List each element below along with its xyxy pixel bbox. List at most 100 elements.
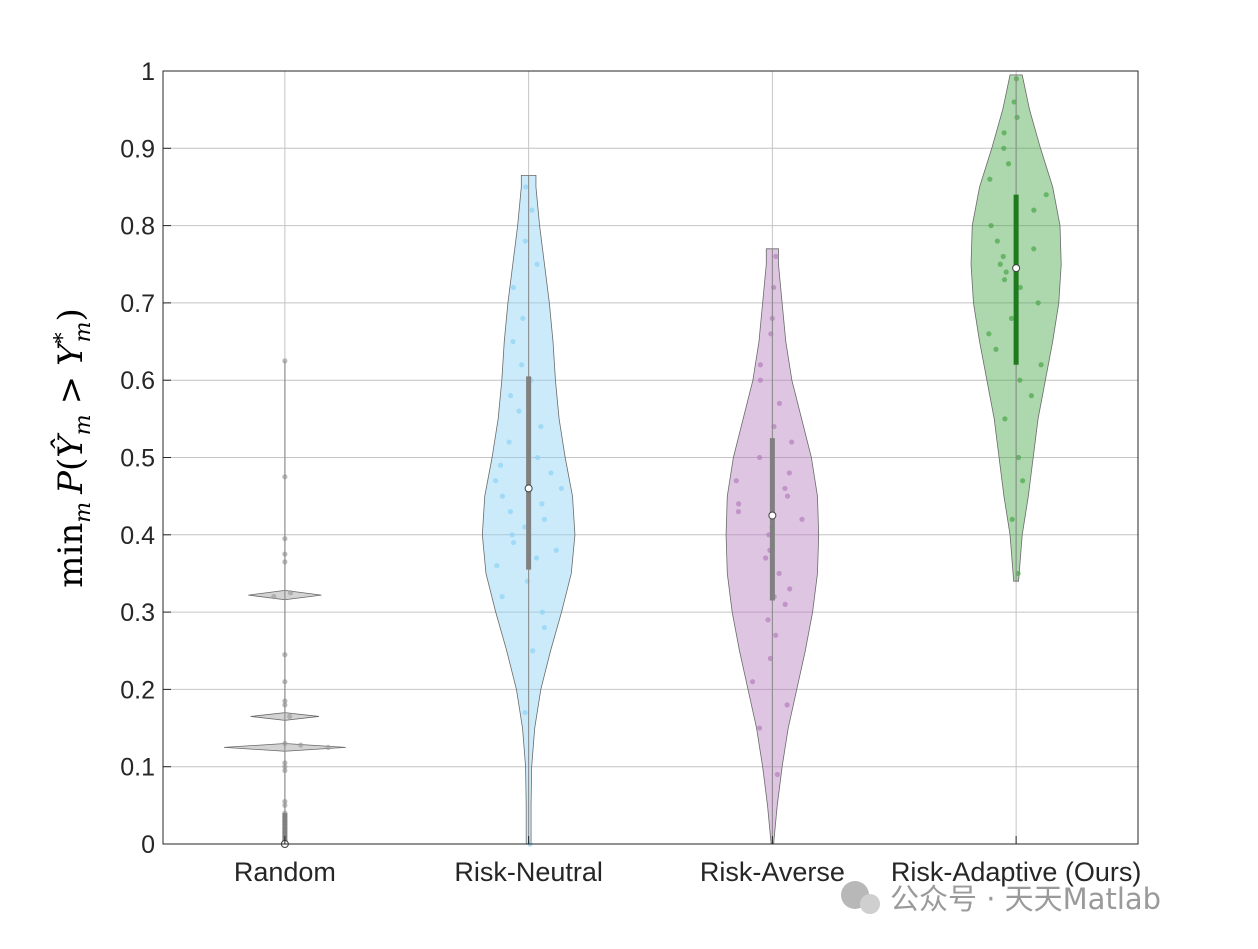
data-point — [510, 338, 516, 345]
data-point — [776, 570, 782, 577]
data-point — [1000, 253, 1006, 260]
data-point — [1043, 192, 1049, 198]
x-tick-labels: Random Risk-Neutral Risk-Averse Risk-Adapti… — [234, 836, 1142, 887]
data-point — [520, 315, 526, 321]
data-point — [535, 454, 541, 461]
x-tick-label: Risk-Adaptive (Ours) — [891, 857, 1142, 887]
violin-group — [970, 74, 1062, 582]
data-point — [1003, 269, 1009, 275]
data-point — [1001, 130, 1007, 136]
data-point — [799, 516, 805, 522]
data-point — [524, 578, 530, 584]
data-point — [553, 547, 559, 553]
data-point — [548, 470, 554, 476]
data-point — [530, 648, 536, 654]
violins — [223, 74, 1062, 848]
data-point — [776, 400, 783, 406]
data-point — [558, 485, 564, 492]
data-point — [756, 454, 763, 461]
y-tick-label: 0.7 — [120, 290, 155, 318]
data-point — [1017, 284, 1023, 291]
data-point — [1020, 478, 1026, 484]
data-point — [271, 594, 277, 600]
data-point — [1014, 114, 1020, 120]
y-tick-label: 1 — [141, 58, 155, 86]
data-point — [773, 632, 779, 638]
data-point — [1031, 207, 1037, 213]
data-point — [522, 238, 528, 244]
data-point — [494, 563, 500, 569]
data-point — [757, 377, 764, 383]
data-point — [1017, 377, 1023, 383]
data-point — [757, 362, 763, 368]
data-point — [782, 601, 788, 607]
data-point — [499, 594, 505, 600]
data-point — [539, 501, 545, 507]
data-point — [519, 362, 525, 368]
data-point — [538, 423, 544, 430]
median-marker — [524, 484, 533, 493]
y-tick-labels: 0 0.1 0.2 0.3 0.4 0.5 0.6 0.7 0.8 0.9 1 — [120, 58, 171, 859]
data-point — [787, 586, 793, 592]
data-point — [1035, 300, 1041, 306]
y-tick-label: 0.6 — [120, 367, 155, 395]
data-point — [771, 284, 777, 291]
data-point — [1008, 315, 1015, 321]
data-point — [1011, 99, 1017, 105]
y-tick-label: 0.3 — [120, 599, 155, 627]
y-axis-label: minmP(Ŷm>Y*m) — [50, 308, 96, 587]
data-point — [789, 439, 795, 445]
data-point — [774, 771, 780, 778]
violin-group — [481, 174, 576, 847]
data-point — [509, 532, 515, 538]
y-axis-label-close: ) — [51, 308, 91, 321]
data-point — [773, 253, 779, 260]
data-point — [986, 331, 992, 337]
data-point — [1015, 570, 1021, 577]
data-point — [733, 478, 739, 484]
data-point — [756, 725, 763, 731]
y-tick-label: 0 — [141, 831, 155, 859]
data-point — [988, 223, 994, 229]
data-point — [767, 655, 774, 662]
wechat-icon-bubble — [860, 894, 880, 914]
data-point — [533, 555, 540, 561]
y-axis-label-y-sub: m — [71, 322, 96, 343]
data-point — [994, 238, 1000, 244]
x-tick-label: Random — [234, 857, 336, 887]
data-point — [510, 284, 517, 291]
data-point — [763, 555, 769, 561]
data-point — [1005, 161, 1012, 167]
violin-group — [725, 248, 820, 845]
data-point — [1001, 277, 1008, 283]
data-point — [507, 393, 514, 399]
y-axis-label-y: Y — [51, 340, 91, 366]
data-point — [497, 462, 504, 468]
data-point — [288, 590, 294, 596]
data-point — [782, 485, 788, 492]
violin-group — [223, 358, 346, 848]
data-point — [1002, 416, 1008, 422]
data-point — [499, 493, 506, 499]
y-tick-label: 0.2 — [120, 676, 155, 704]
data-point — [786, 470, 792, 476]
data-point — [749, 679, 756, 685]
y-axis-label-yhat: Ŷ — [50, 432, 91, 458]
data-point — [510, 539, 517, 546]
data-point — [987, 176, 993, 182]
data-point — [534, 261, 540, 267]
data-point — [736, 501, 742, 507]
data-point — [507, 509, 513, 515]
y-axis-label-min: min — [51, 523, 91, 588]
y-axis-label-open: ( — [51, 458, 91, 471]
data-point — [298, 742, 304, 748]
data-point — [1038, 362, 1044, 368]
data-point — [993, 346, 999, 352]
data-point — [516, 408, 522, 414]
y-axis-label-sub: m — [71, 502, 96, 523]
data-point — [784, 493, 791, 499]
y-tick-label: 0.1 — [120, 754, 155, 782]
data-point — [1028, 393, 1034, 399]
median-marker — [1012, 264, 1021, 273]
